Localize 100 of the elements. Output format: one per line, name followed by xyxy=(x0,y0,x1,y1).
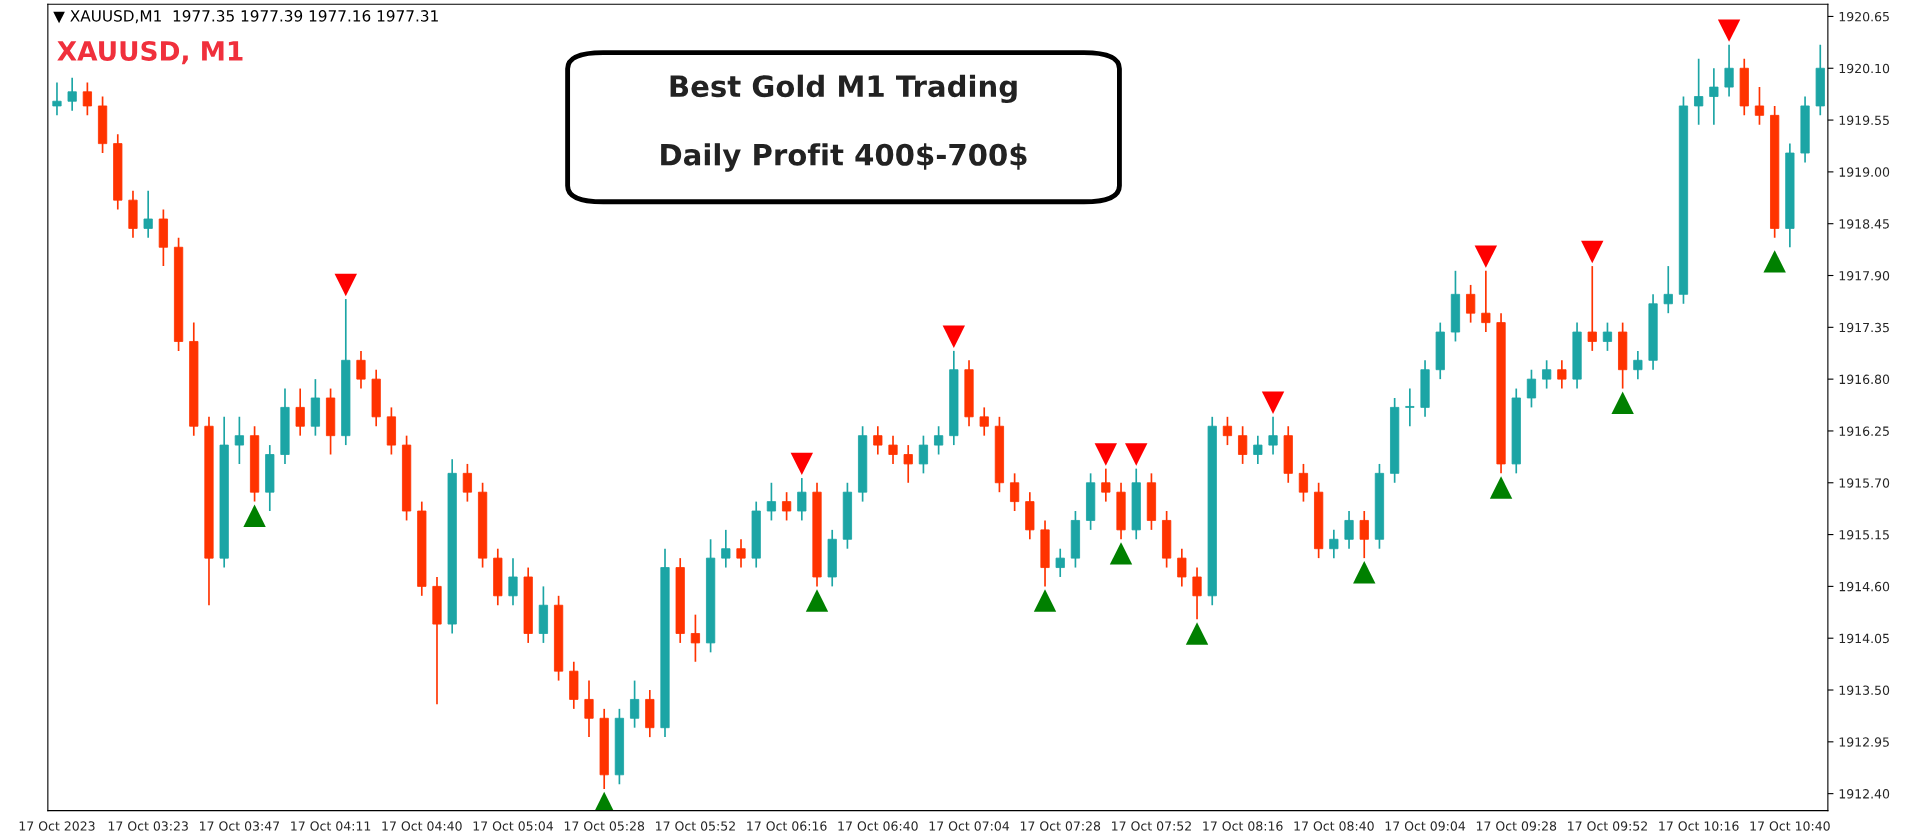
point xyxy=(805,589,829,612)
candlestick xyxy=(690,613,701,663)
x-tick-label: 17 Oct 09:04 xyxy=(1385,821,1466,831)
y-tick-label: 1915.70 xyxy=(1839,478,1890,488)
candlestick xyxy=(1602,321,1613,352)
candlestick xyxy=(1481,269,1491,333)
candlestick xyxy=(1298,463,1309,503)
point xyxy=(790,452,814,476)
x-tick-label: 17 Oct 06:40 xyxy=(838,821,918,831)
point xyxy=(1717,19,1741,42)
x-tick-label: 17 Oct 06:16 xyxy=(747,821,827,831)
candlestick xyxy=(1177,547,1187,588)
candlestick xyxy=(1526,368,1537,409)
y-tick-label: 1918.45 xyxy=(1839,219,1889,229)
candlestick xyxy=(1466,284,1476,324)
candlestick xyxy=(736,538,746,569)
candlestick xyxy=(903,444,913,484)
x-tick-label: 17 Oct 10:40 xyxy=(1750,821,1830,831)
candlestick xyxy=(52,81,62,117)
point xyxy=(1581,240,1604,264)
point xyxy=(942,325,966,348)
candlestick xyxy=(873,425,883,456)
candlestick xyxy=(1405,387,1415,428)
candlestick xyxy=(1557,359,1567,390)
candlestick xyxy=(1754,86,1765,126)
candlestick xyxy=(1663,265,1673,315)
point xyxy=(1763,250,1786,273)
candlestick xyxy=(888,434,898,465)
x-tick-label: 17 Oct 10:16 xyxy=(1659,821,1739,831)
candlestick xyxy=(1587,265,1597,352)
candlestick xyxy=(1359,510,1369,559)
candlestick xyxy=(82,81,92,117)
y-tick-label: 1919.55 xyxy=(1839,115,1889,125)
y-tick-label: 1920.65 xyxy=(1839,11,1889,22)
candlestick xyxy=(1633,350,1643,380)
point xyxy=(1489,476,1513,499)
annotation: Best Gold M1 Trading xyxy=(670,74,1017,104)
point xyxy=(334,273,357,297)
y-tick-label: 1917.35 xyxy=(1839,322,1889,333)
candlestick xyxy=(1329,529,1339,559)
x-tick-label: 17 Oct 08:40 xyxy=(1294,821,1374,831)
y-tick-label: 1917.90 xyxy=(1839,270,1890,281)
y-tick-label: 1915.15 xyxy=(1839,530,1889,540)
annotation: Daily Profit 400$-700$ xyxy=(661,143,1027,172)
x-tick-label: 17 Oct 04:40 xyxy=(382,821,462,831)
x-tick-label: 17 Oct 07:52 xyxy=(1112,821,1191,831)
candlestick xyxy=(1724,43,1734,98)
candlestick xyxy=(721,529,731,569)
candlestick xyxy=(918,434,929,475)
chart-subtitle: ▼ XAUUSD,M1 1977.35 1977.39 1977.16 1977.31 xyxy=(53,10,438,24)
point xyxy=(1474,245,1498,268)
x-tick-label: 17 Oct 05:52 xyxy=(656,821,735,831)
candlestick xyxy=(1010,472,1020,512)
point xyxy=(243,504,266,527)
y-tick-label: 1914.60 xyxy=(1839,581,1890,592)
candlestick xyxy=(1694,58,1704,126)
candlestick xyxy=(934,425,944,456)
candlestick xyxy=(295,387,305,437)
x-tick-label: 17 Oct 05:28 xyxy=(564,821,645,831)
candlestick xyxy=(782,491,792,522)
y-tick-label: 1912.95 xyxy=(1839,737,1889,747)
y-tick-label: 1913.50 xyxy=(1839,685,1890,695)
x-tick-label: 17 Oct 04:11 xyxy=(291,821,371,831)
point xyxy=(1261,391,1285,414)
point xyxy=(1033,589,1057,612)
candlestick xyxy=(356,350,366,390)
candlestick xyxy=(67,76,77,112)
x-tick-label: 17 Oct 08:16 xyxy=(1203,821,1283,831)
x-tick-label: 17 Oct 09:52 xyxy=(1568,821,1647,831)
candlestick xyxy=(1101,467,1111,503)
x-tick-label: 17 Oct 03:23 xyxy=(108,821,188,831)
candlestick xyxy=(143,189,153,239)
candlestick xyxy=(1222,415,1233,446)
x-tick-label: 17 Oct 05:04 xyxy=(473,821,554,831)
point xyxy=(1185,622,1209,645)
candlestick xyxy=(234,415,244,465)
candlestick xyxy=(1238,425,1248,465)
candlestick xyxy=(1344,510,1354,550)
candlestick xyxy=(1192,566,1202,621)
point xyxy=(1125,443,1148,466)
y-tick-label: 1916.80 xyxy=(1839,374,1890,385)
candlestick xyxy=(1253,434,1263,465)
point xyxy=(1094,443,1118,466)
y-tick-label: 1914.05 xyxy=(1839,633,1889,644)
candlestick xyxy=(1268,415,1278,456)
candlestick xyxy=(979,406,989,437)
point xyxy=(1611,391,1634,414)
candlestick xyxy=(1542,359,1552,390)
point xyxy=(1353,561,1376,584)
x-tick-label: 17 Oct 2023 xyxy=(19,821,95,831)
x-tick-label: 17 Oct 07:04 xyxy=(929,821,1010,831)
x-tick-label: 17 Oct 03:47 xyxy=(200,821,280,831)
candlestick xyxy=(584,679,594,738)
candlestick xyxy=(766,481,777,522)
y-tick-label: 1920.10 xyxy=(1839,63,1890,74)
x-tick-label: 17 Oct 09:28 xyxy=(1476,821,1557,831)
candlestick xyxy=(508,557,518,607)
y-tick-label: 1912.40 xyxy=(1839,789,1890,799)
y-tick-label: 1919.00 xyxy=(1839,167,1890,177)
candlestick xyxy=(630,679,640,729)
